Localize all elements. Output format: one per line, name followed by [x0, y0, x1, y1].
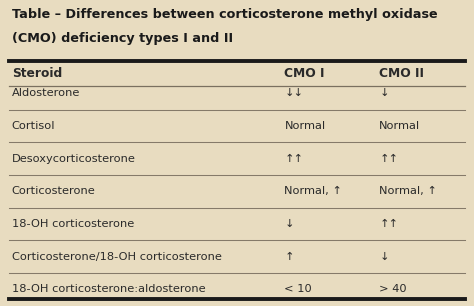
Text: Normal, ↑: Normal, ↑: [284, 186, 342, 196]
Text: ↓: ↓: [379, 252, 389, 262]
Text: Steroid: Steroid: [12, 67, 62, 80]
Text: CMO II: CMO II: [379, 67, 424, 80]
Text: ↑↑: ↑↑: [379, 219, 398, 229]
Text: Corticosterone/18-OH corticosterone: Corticosterone/18-OH corticosterone: [12, 252, 222, 262]
Text: ↑↑: ↑↑: [379, 154, 398, 164]
Text: ↓↓: ↓↓: [284, 88, 303, 98]
Text: Cortisol: Cortisol: [12, 121, 55, 131]
Text: Corticosterone: Corticosterone: [12, 186, 96, 196]
Text: ↑↑: ↑↑: [284, 154, 303, 164]
Text: Normal: Normal: [379, 121, 420, 131]
Text: ↓: ↓: [379, 88, 389, 98]
Text: Normal, ↑: Normal, ↑: [379, 186, 437, 196]
Text: Aldosterone: Aldosterone: [12, 88, 80, 98]
Text: Normal: Normal: [284, 121, 326, 131]
Text: (CMO) deficiency types I and II: (CMO) deficiency types I and II: [12, 32, 233, 45]
Text: Desoxycorticosterone: Desoxycorticosterone: [12, 154, 136, 164]
Text: ↓: ↓: [284, 219, 294, 229]
Text: Table – Differences between corticosterone methyl oxidase: Table – Differences between corticostero…: [12, 8, 438, 21]
Text: > 40: > 40: [379, 284, 407, 294]
Text: ↑: ↑: [284, 252, 294, 262]
Text: 18-OH corticosterone: 18-OH corticosterone: [12, 219, 134, 229]
Text: CMO I: CMO I: [284, 67, 325, 80]
Text: < 10: < 10: [284, 284, 312, 294]
Text: 18-OH corticosterone:aldosterone: 18-OH corticosterone:aldosterone: [12, 284, 205, 294]
